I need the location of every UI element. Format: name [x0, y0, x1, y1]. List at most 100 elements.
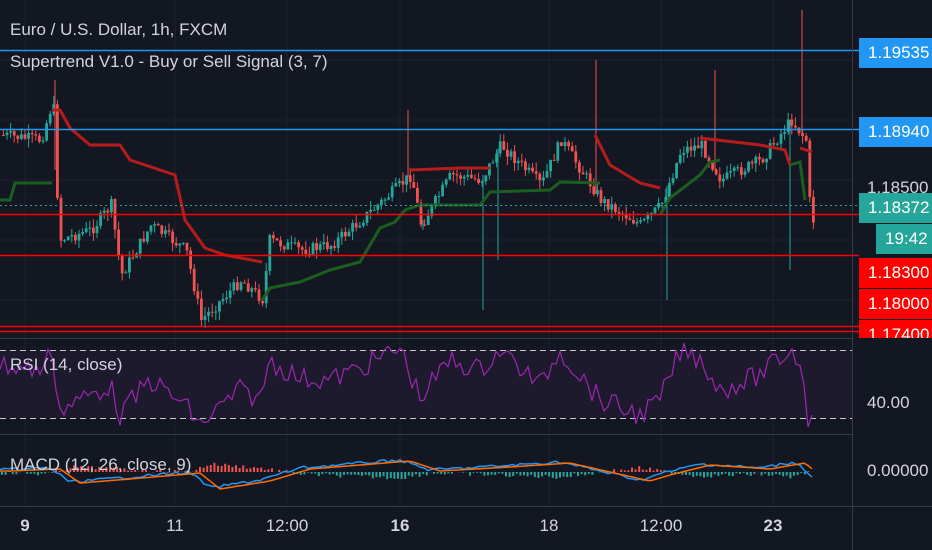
horizontal-levels[interactable]	[0, 49, 859, 333]
candle-body	[142, 238, 146, 242]
candle-body	[88, 227, 92, 229]
candle-body	[441, 184, 444, 197]
candle-body	[246, 283, 250, 292]
candle-body	[160, 225, 164, 234]
supertrend-down-segment	[593, 134, 661, 190]
candle-body	[257, 289, 261, 301]
rsi-pane	[0, 343, 852, 427]
candle-body	[225, 297, 228, 300]
candle-body	[686, 146, 689, 153]
candle-body	[376, 204, 380, 210]
candle-body	[700, 140, 704, 149]
candle-body	[264, 271, 268, 304]
candle-body	[383, 199, 387, 201]
candle-body	[426, 215, 430, 226]
candle-body	[603, 198, 606, 203]
candle-body	[498, 141, 502, 154]
candle-body	[311, 243, 315, 255]
price-tag-red-upper[interactable]: 1.18300	[859, 258, 932, 288]
candle-body	[585, 173, 588, 175]
candle-body	[293, 242, 297, 244]
candle-body	[372, 209, 376, 211]
candle-body	[797, 127, 801, 134]
price-tag-blue-lower[interactable]: 1.18940	[859, 117, 932, 147]
candle-body	[185, 242, 189, 251]
candle-body	[380, 199, 383, 205]
candle-body	[369, 209, 372, 212]
time-label-1200-b: 12:00	[639, 516, 683, 535]
macd-pane	[0, 458, 813, 490]
candle-body	[297, 242, 300, 248]
candle-body	[542, 177, 545, 181]
candle-body	[642, 219, 646, 221]
macd-axis-label: 0.00000	[867, 461, 929, 480]
candle-body	[412, 182, 416, 188]
candle-body	[200, 298, 203, 320]
candle-body	[473, 177, 477, 179]
candle-body	[632, 219, 635, 224]
candle-body	[189, 250, 192, 269]
candle-body	[120, 254, 124, 274]
price-tag-red-middle[interactable]: 1.18000	[859, 289, 932, 319]
price-axis-label: 1.18500	[867, 178, 929, 197]
candle-body	[801, 133, 804, 136]
supertrend-down-segment	[409, 166, 490, 172]
candle-body	[272, 235, 275, 239]
candle-body	[678, 154, 682, 163]
supertrend-up-segment	[0, 181, 52, 202]
candle-body	[45, 123, 48, 141]
price-tag-red-lower[interactable]: 1.17400	[859, 320, 932, 338]
candle-body	[196, 291, 200, 299]
candle-body	[138, 238, 142, 254]
candle-body	[606, 198, 610, 210]
candle-body	[419, 202, 423, 225]
supertrend-legend[interactable]: Supertrend V1.0 - Buy or Sell Signal (3,…	[10, 52, 328, 71]
candle-body	[207, 311, 210, 316]
rsi-legend[interactable]: RSI (14, close)	[10, 355, 123, 374]
candle-body	[534, 171, 538, 174]
candle-body	[74, 235, 77, 241]
candle-body	[725, 172, 729, 179]
macd-legend[interactable]: MACD (12, 26, close, 9)	[10, 455, 192, 474]
candle-body	[38, 135, 41, 142]
candle-body	[362, 222, 365, 226]
rsi-axis-label: 40.00	[867, 393, 910, 412]
candle-body	[430, 204, 434, 216]
candle-body	[804, 135, 808, 141]
candle-body	[178, 243, 182, 246]
candle-body	[214, 311, 218, 313]
candle-body	[232, 282, 236, 291]
candle-body	[765, 158, 768, 163]
candle-body	[513, 151, 516, 164]
candle-body	[491, 162, 495, 164]
candle-body	[444, 179, 448, 185]
candle-body	[275, 238, 279, 241]
candle-body	[84, 228, 88, 233]
price-tag-blue-upper[interactable]: 1.19535	[859, 38, 932, 68]
grid-lines	[0, 0, 852, 506]
candle-body	[66, 236, 70, 241]
candle-body	[174, 243, 178, 246]
candle-body	[689, 146, 693, 151]
candle-body	[27, 133, 30, 139]
candle-body	[153, 224, 156, 226]
price-candles	[2, 10, 815, 328]
candle-body	[509, 151, 513, 157]
candle-body	[480, 181, 484, 183]
candle-body	[102, 210, 106, 213]
candle-body	[466, 174, 470, 177]
candle-body	[336, 237, 340, 248]
candle-body	[308, 253, 311, 255]
candle-body	[794, 125, 797, 128]
candle-body	[333, 246, 336, 248]
candle-body	[5, 132, 9, 136]
candle-body	[203, 315, 207, 320]
candle-body	[329, 246, 333, 250]
candle-body	[761, 159, 765, 163]
time-label-11: 11	[166, 516, 184, 535]
candle-body	[164, 230, 167, 234]
candle-body	[146, 231, 149, 242]
candle-body	[560, 142, 563, 146]
candle-body	[236, 282, 239, 290]
